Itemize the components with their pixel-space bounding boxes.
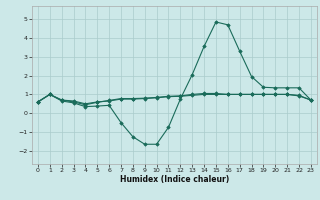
X-axis label: Humidex (Indice chaleur): Humidex (Indice chaleur) [120,175,229,184]
